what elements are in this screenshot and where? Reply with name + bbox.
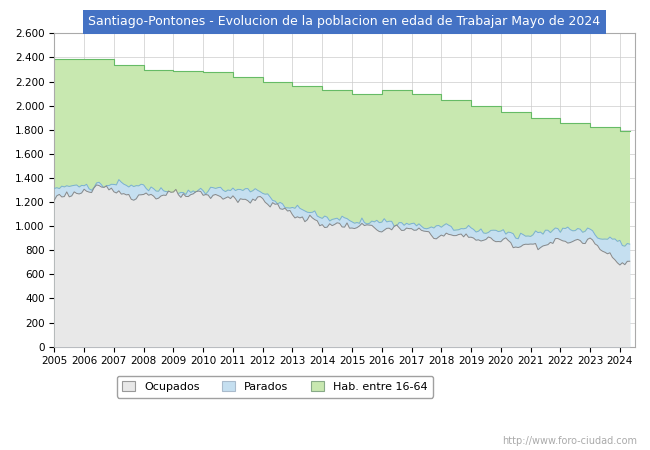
Legend: Ocupados, Parados, Hab. entre 16-64: Ocupados, Parados, Hab. entre 16-64 <box>116 376 433 397</box>
Text: http://www.foro-ciudad.com: http://www.foro-ciudad.com <box>502 436 637 446</box>
Title: Santiago-Pontones - Evolucion de la poblacion en edad de Trabajar Mayo de 2024: Santiago-Pontones - Evolucion de la pobl… <box>88 15 601 28</box>
